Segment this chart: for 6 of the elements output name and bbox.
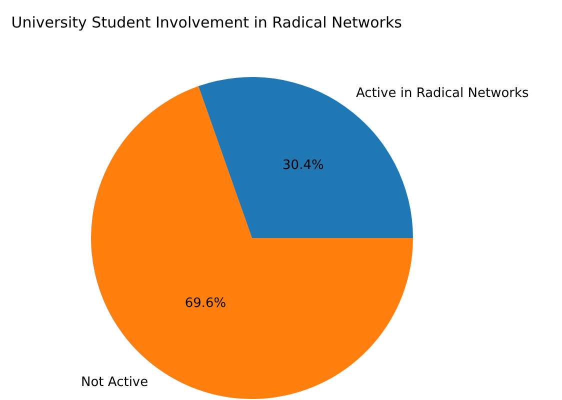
data-label: 30.4% [282, 158, 324, 174]
chart-title: University Student Involvement in Radical Networks [11, 13, 402, 32]
slice-label: Not Active [81, 375, 148, 390]
data-label: 69.6% [184, 296, 226, 312]
pie-slice [198, 77, 413, 238]
slice-label: Active in Radical Networks [356, 86, 530, 101]
